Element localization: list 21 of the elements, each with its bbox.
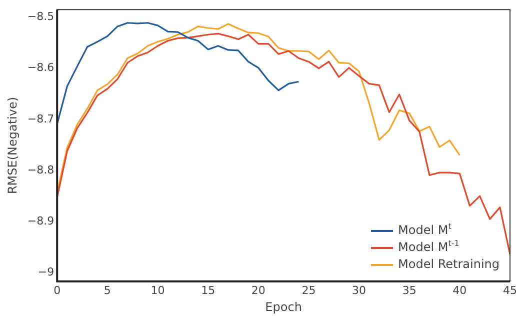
legend-label: Model M$^{t-1}$ (398, 239, 460, 256)
x-tick-label: 25 (302, 284, 316, 297)
x-tick-label: 0 (54, 284, 61, 297)
x-tick-label: 10 (150, 284, 165, 297)
y-axis-title: RMSE(Negative) (5, 96, 20, 194)
x-tick-label: 5 (104, 284, 111, 297)
x-axis-title: Epoch (265, 300, 302, 314)
x-tick-label: 40 (452, 284, 467, 297)
x-tick-label: 20 (251, 284, 266, 297)
y-tick-label: −9 (38, 266, 54, 279)
y-tick-label: −8.7 (27, 112, 54, 126)
x-tick-label: 15 (201, 284, 216, 297)
x-tick-label: 35 (402, 284, 416, 297)
y-tick-label: −8.9 (27, 214, 54, 228)
x-tick-label: 45 (503, 284, 517, 297)
y-tick-label: −8.6 (27, 61, 54, 74)
y-tick-label: −8.8 (27, 163, 54, 176)
y-tick-label: −8.5 (27, 10, 54, 24)
legend-label: Model Retraining (398, 256, 500, 274)
x-tick-label: 30 (352, 284, 366, 297)
legend-label: Model M$^{t}$ (398, 222, 452, 240)
